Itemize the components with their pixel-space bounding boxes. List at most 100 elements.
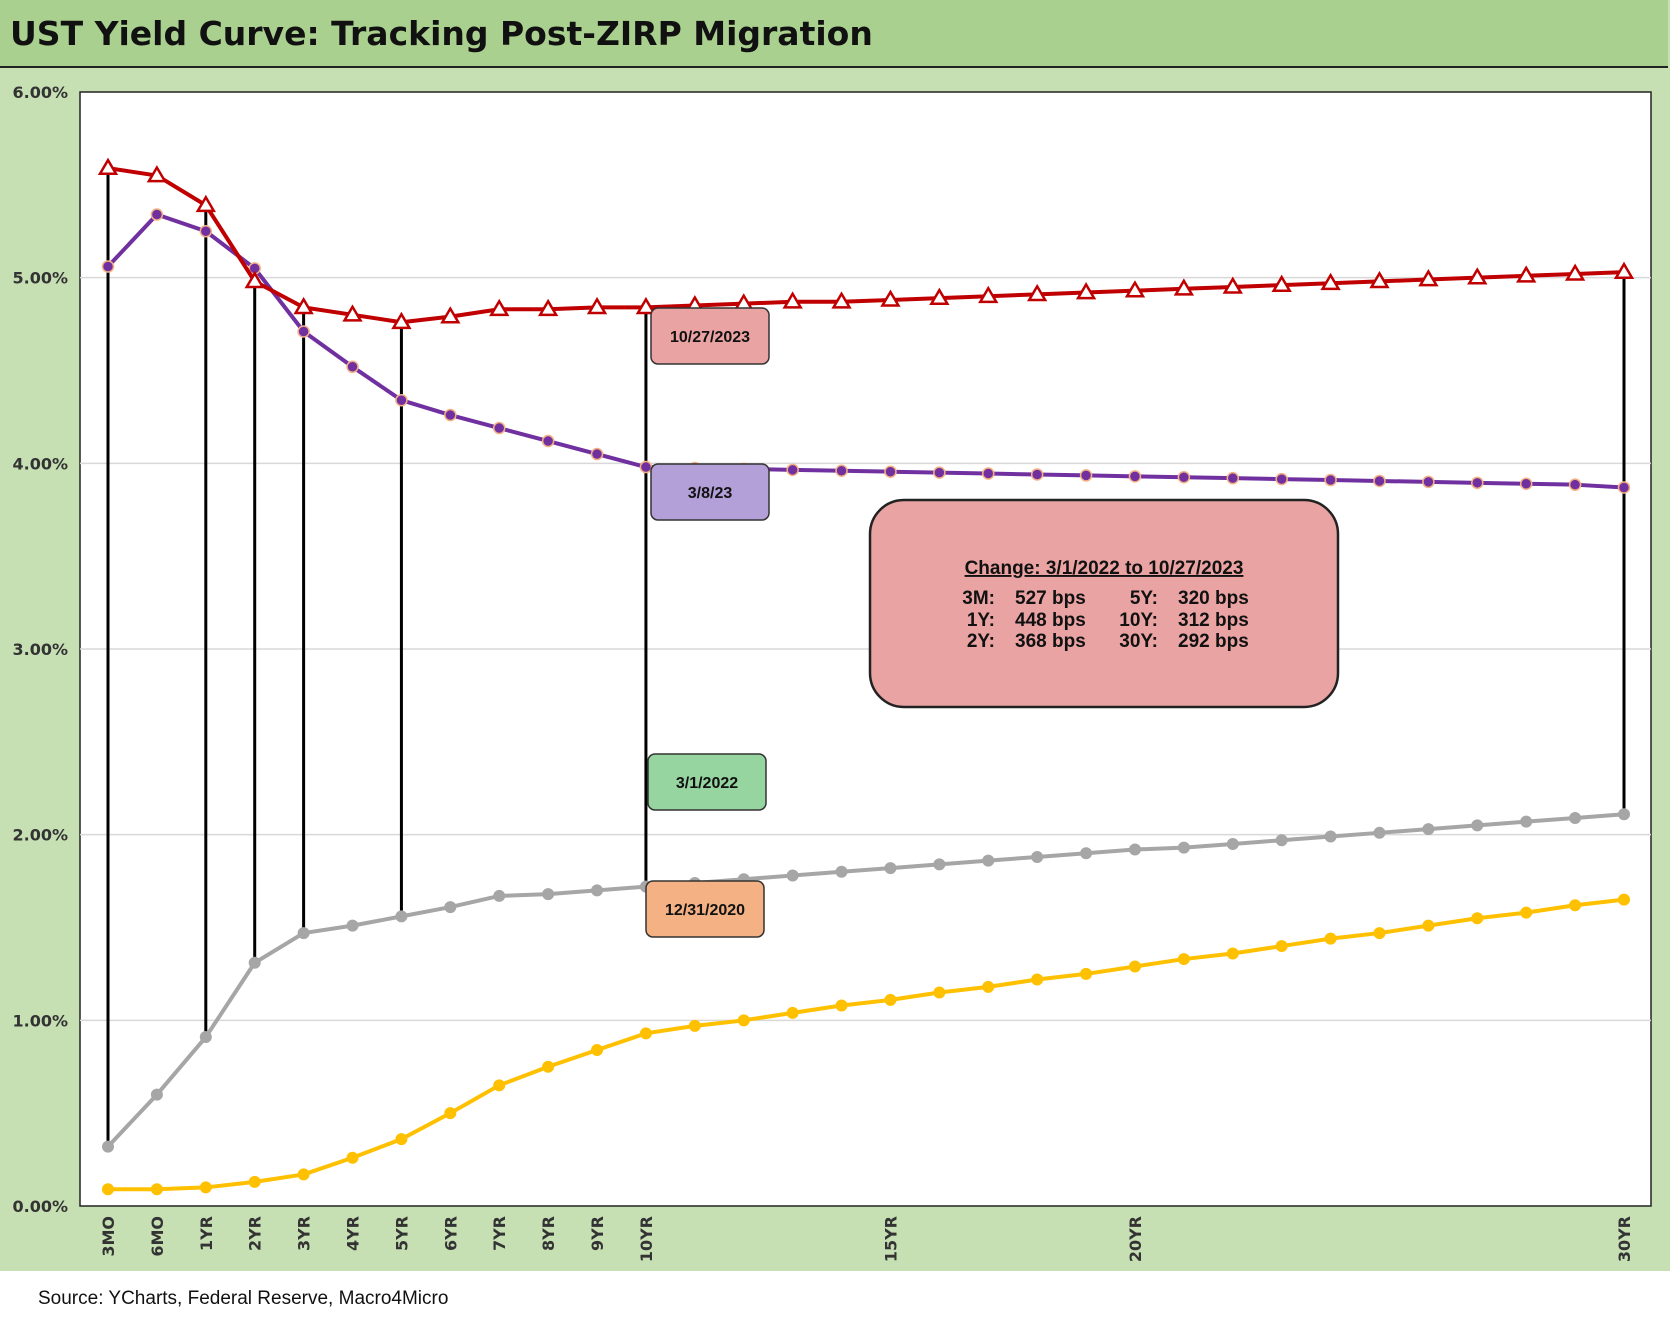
data-point	[293, 296, 314, 315]
data-point	[342, 304, 363, 322]
y-tick-label: 4.00%	[12, 454, 68, 473]
data-point	[199, 1031, 212, 1044]
data-point	[1177, 953, 1190, 966]
data-point	[346, 360, 359, 374]
x-tick-label: 9YR	[588, 1216, 607, 1251]
annotation-title: Change: 3/1/2022 to 10/27/2023	[965, 558, 1244, 579]
data-point	[786, 463, 799, 477]
x-tick-label: 4YR	[344, 1216, 363, 1251]
data-point	[1422, 919, 1435, 932]
annotation-value: 320 bps	[1178, 588, 1249, 609]
annotation-value: 312 bps	[1178, 610, 1249, 631]
data-point	[835, 865, 848, 878]
data-point	[590, 447, 604, 461]
data-point	[1418, 269, 1439, 287]
data-point	[537, 298, 559, 317]
data-point	[244, 270, 265, 289]
data-point	[492, 421, 506, 435]
data-point	[1320, 272, 1341, 291]
data-point	[982, 980, 995, 993]
data-point	[1422, 823, 1435, 836]
data-point	[933, 986, 946, 999]
data-point	[1369, 270, 1390, 289]
data-point	[444, 901, 457, 914]
y-tick-label: 6.00%	[12, 83, 68, 102]
data-point	[884, 862, 897, 875]
data-point	[1422, 475, 1435, 489]
x-tick-label: 10YR	[637, 1216, 656, 1262]
data-point	[1617, 481, 1631, 494]
data-point	[982, 854, 995, 867]
chart-title: UST Yield Curve: Tracking Post-ZIRP Migr…	[10, 14, 873, 53]
x-tick-label: 20YR	[1126, 1216, 1145, 1262]
series-label-12-31-2020: 12/31/2020	[645, 880, 765, 938]
data-point	[933, 858, 946, 871]
data-point	[297, 1168, 310, 1181]
data-point	[635, 296, 657, 315]
data-point	[880, 289, 901, 307]
data-point	[146, 165, 168, 183]
y-tick-label: 2.00%	[12, 826, 68, 845]
data-point	[346, 1151, 359, 1164]
data-point	[1275, 834, 1288, 847]
data-point	[884, 465, 897, 478]
data-point	[737, 1014, 750, 1027]
data-point	[541, 434, 555, 448]
x-tick-label: 6YR	[441, 1216, 460, 1251]
annotation-label: 1Y:	[967, 610, 995, 631]
data-point	[395, 1133, 408, 1146]
data-point	[1569, 899, 1582, 912]
series-3-1-2022	[102, 808, 1630, 1153]
data-point	[786, 869, 799, 882]
data-point	[831, 291, 852, 309]
data-point	[542, 1060, 555, 1073]
data-point	[1471, 476, 1484, 490]
data-point	[929, 287, 950, 305]
data-point	[1031, 850, 1044, 863]
data-point	[835, 999, 848, 1012]
data-point	[1026, 283, 1048, 302]
x-tick-label: 5YR	[392, 1216, 411, 1251]
change-annotation-box: Change: 3/1/2022 to 10/27/2023 3M: 527 bps…	[868, 498, 1340, 709]
data-point	[297, 325, 310, 338]
data-point	[440, 306, 461, 324]
x-tick-label: 15YR	[881, 1216, 900, 1262]
data-point	[1516, 265, 1537, 283]
series-line	[107, 166, 1625, 325]
data-point	[1324, 932, 1337, 945]
title-bar: UST Yield Curve: Tracking Post-ZIRP Migr…	[0, 0, 1668, 68]
data-point	[1618, 808, 1630, 821]
series-10-27-2023	[97, 157, 1635, 330]
data-point	[444, 1107, 457, 1120]
data-point	[1080, 967, 1093, 980]
data-point	[1275, 940, 1288, 953]
data-point	[1079, 469, 1093, 482]
footer	[0, 1271, 1670, 1322]
data-point	[782, 291, 803, 309]
annotation-label: 5Y:	[1130, 588, 1158, 609]
x-tick-label: 6MO	[148, 1216, 167, 1257]
data-point	[493, 889, 506, 902]
data-point	[346, 919, 359, 932]
data-point	[1471, 819, 1484, 832]
data-point	[1075, 282, 1097, 300]
data-point	[150, 1088, 163, 1101]
data-point	[102, 1183, 114, 1196]
data-point	[199, 225, 213, 238]
annotation-label: 10Y:	[1119, 610, 1158, 631]
x-axis: 3MO 6MO 1YR 2YR 3YR 4YR 5YR 6YR 7YR 8YR 9YR 10YR 15Y…	[99, 1216, 1634, 1262]
data-point	[1373, 826, 1386, 839]
label-text: 3/8/23	[688, 485, 733, 502]
data-point	[1569, 811, 1582, 824]
data-point	[1080, 847, 1093, 860]
series-label-10-27-2023: 10/27/2023	[650, 307, 770, 365]
annotation-label: 2Y:	[967, 631, 995, 652]
data-point	[1030, 468, 1044, 481]
data-point	[835, 464, 848, 478]
y-tick-label: 1.00%	[12, 1011, 68, 1030]
data-point	[150, 1183, 163, 1196]
data-point	[493, 1079, 506, 1092]
series-line	[108, 897, 1625, 1192]
source-note: Source: YCharts, Federal Reserve, Macro4…	[38, 1288, 449, 1309]
data-point	[933, 466, 946, 479]
